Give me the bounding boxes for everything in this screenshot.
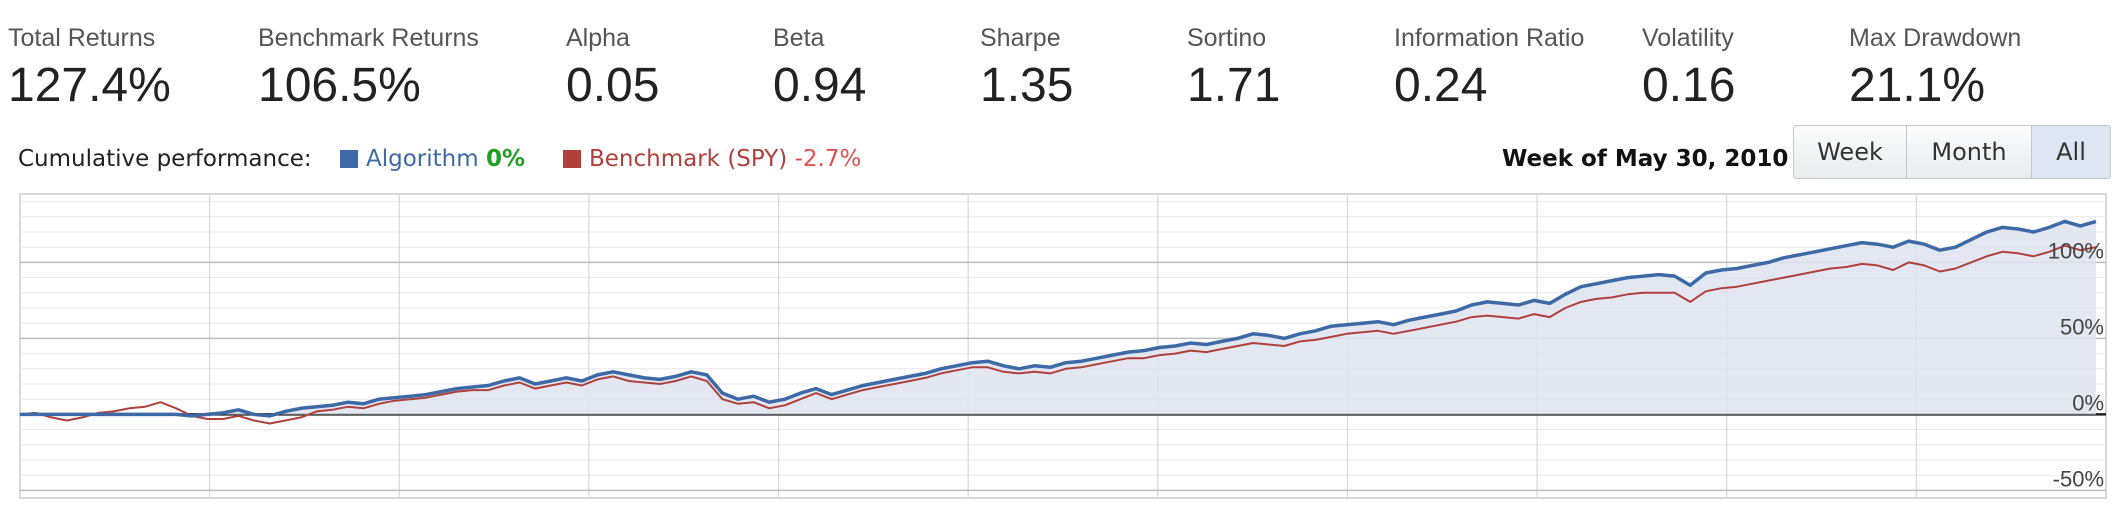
algorithm-swatch-icon	[340, 150, 358, 168]
performance-chart: -50% 0% 50% 100%	[19, 193, 2107, 499]
stat-value: 127.4%	[8, 59, 171, 112]
stat-sortino: Sortino 1.71	[1187, 22, 1280, 114]
stat-label: Sharpe	[980, 24, 1061, 52]
range-month-button[interactable]: Month	[1907, 126, 2032, 178]
stat-label: Volatility	[1642, 24, 1734, 52]
legend-item-benchmark[interactable]: Benchmark (SPY) -2.7%	[563, 146, 861, 172]
stat-information-ratio: Information Ratio 0.24	[1394, 22, 1584, 114]
stat-label: Benchmark Returns	[258, 24, 479, 52]
legend-benchmark-value: -2.7%	[794, 146, 862, 172]
legend-title: Cumulative performance:	[18, 146, 312, 172]
legend-algorithm-label: Algorithm	[366, 146, 479, 172]
stat-total-returns: Total Returns 127.4%	[8, 22, 171, 114]
stat-label: Total Returns	[8, 24, 156, 52]
algorithm-series-line	[20, 219, 2097, 418]
legend-item-algorithm[interactable]: Algorithm 0%	[340, 146, 525, 172]
stat-value: 21.1%	[1849, 59, 1986, 112]
stat-value: 0.24	[1394, 59, 1488, 112]
y-tick-label: 50%	[2060, 314, 2104, 339]
stat-max-drawdown: Max Drawdown 21.1%	[1849, 22, 2021, 114]
week-label: Week of May 30, 2010	[1502, 146, 1789, 172]
stat-label: Information Ratio	[1394, 24, 1585, 52]
stat-value: 1.71	[1187, 59, 1281, 112]
y-tick-label: -50%	[2053, 466, 2104, 491]
range-selector: Week Month All	[1793, 125, 2111, 179]
stat-label: Max Drawdown	[1849, 24, 2022, 52]
stat-value: 0.05	[566, 59, 660, 112]
stat-benchmark-returns: Benchmark Returns 106.5%	[258, 22, 479, 114]
legend-benchmark-label: Benchmark (SPY)	[589, 146, 788, 172]
stat-sharpe: Sharpe 1.35	[980, 22, 1073, 114]
range-week-button[interactable]: Week	[1794, 126, 1907, 178]
stat-alpha: Alpha 0.05	[566, 22, 659, 114]
stat-volatility: Volatility 0.16	[1642, 22, 1735, 114]
benchmark-series-line	[19, 244, 2097, 425]
stat-label: Sortino	[1187, 24, 1267, 52]
chart-legend: Cumulative performance: Algorithm 0% Ben…	[18, 142, 1398, 182]
y-tick-label: 0%	[2072, 390, 2104, 415]
y-tick-label: 100%	[2048, 238, 2104, 263]
benchmark-swatch-icon	[563, 150, 581, 168]
stat-label: Beta	[773, 24, 825, 52]
range-all-button[interactable]: All	[2032, 126, 2110, 178]
stat-value: 106.5%	[258, 59, 421, 112]
algorithm-area	[20, 221, 2096, 416]
stat-value: 0.16	[1642, 59, 1736, 112]
stat-beta: Beta 0.94	[773, 22, 866, 114]
stats-bar: Total Returns 127.4% Benchmark Returns 1…	[0, 0, 2114, 120]
stat-value: 0.94	[773, 59, 867, 112]
stat-label: Alpha	[566, 24, 630, 52]
legend-algorithm-value: 0%	[485, 146, 526, 172]
stat-value: 1.35	[980, 59, 1074, 112]
